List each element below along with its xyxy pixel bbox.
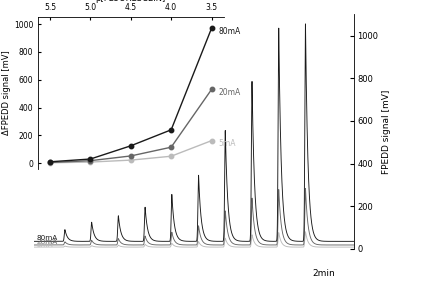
Text: 2min: 2min	[312, 269, 335, 278]
Y-axis label: ΔFPEDD signal [mV]: ΔFPEDD signal [mV]	[2, 51, 11, 135]
Text: 80mA: 80mA	[218, 27, 240, 36]
Text: 20mA: 20mA	[36, 239, 58, 245]
X-axis label: p[FLUORESCEIN]: p[FLUORESCEIN]	[96, 0, 166, 3]
Text: 20mA: 20mA	[218, 88, 240, 97]
Text: 5mA: 5mA	[218, 139, 235, 148]
Y-axis label: FPEDD signal [mV]: FPEDD signal [mV]	[382, 89, 392, 174]
Text: 80mA: 80mA	[36, 235, 58, 241]
Text: 5mA: 5mA	[36, 243, 53, 249]
